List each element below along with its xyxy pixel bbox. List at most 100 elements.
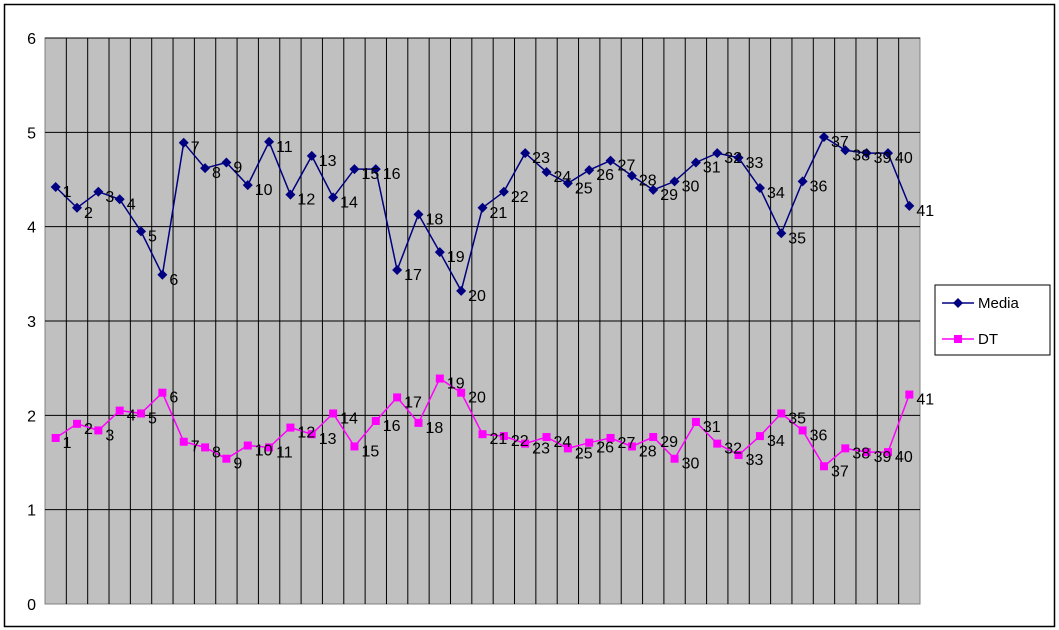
data-point-dt (585, 438, 594, 447)
data-label-media: 41 (916, 203, 934, 220)
data-point-media (200, 163, 211, 174)
data-point-media (93, 186, 104, 197)
data-point-dt (563, 444, 572, 453)
data-point-dt (329, 409, 338, 418)
data-point-media (690, 157, 701, 168)
data-label-media: 40 (895, 150, 913, 167)
data-point-dt (606, 433, 615, 442)
data-label-dt: 5 (148, 410, 157, 427)
data-point-dt (627, 442, 636, 451)
data-point-media (562, 178, 573, 189)
data-point-media (72, 202, 83, 213)
data-point-media (541, 166, 552, 177)
data-point-media (733, 152, 744, 163)
data-label-media: 18 (425, 211, 443, 228)
data-label-media: 29 (660, 187, 678, 204)
data-label-media: 27 (618, 158, 636, 175)
data-point-dt (307, 430, 316, 439)
data-label-dt: 6 (169, 390, 178, 407)
data-point-dt (265, 443, 274, 452)
data-label-media: 35 (788, 230, 806, 247)
y-tick-label: 3 (27, 314, 36, 331)
legend-label-dt: DT (978, 331, 998, 348)
data-point-media (605, 155, 616, 166)
data-point-dt (542, 433, 551, 442)
data-point-dt (713, 439, 722, 448)
data-label-media: 9 (233, 160, 242, 177)
data-point-dt (73, 419, 82, 428)
data-label-dt: 16 (383, 418, 401, 435)
data-point-media (50, 182, 61, 193)
data-point-media (754, 182, 765, 193)
data-label-dt: 40 (895, 449, 913, 466)
data-point-dt (499, 432, 508, 441)
data-point-media (392, 265, 403, 276)
data-label-media: 23 (532, 150, 550, 167)
data-label-media: 22 (511, 189, 529, 206)
data-point-media (157, 269, 168, 280)
data-point-dt (393, 393, 402, 402)
data-label-dt: 22 (511, 433, 529, 450)
data-point-dt (819, 462, 828, 471)
data-label-media: 17 (404, 267, 422, 284)
data-label-dt: 38 (852, 445, 870, 462)
data-point-dt (115, 406, 124, 415)
data-label-media: 26 (596, 167, 614, 184)
data-label-dt: 10 (255, 443, 273, 460)
data-label-media: 31 (703, 160, 721, 177)
data-label-media: 7 (191, 140, 200, 157)
data-point-media (328, 192, 339, 203)
data-point-media (520, 148, 531, 159)
data-point-dt (201, 443, 210, 452)
data-point-dt (243, 441, 252, 450)
data-point-dt (798, 426, 807, 435)
data-point-dt (670, 454, 679, 463)
data-point-media (712, 148, 723, 159)
data-label-dt: 27 (618, 435, 636, 452)
data-label-dt: 28 (639, 443, 657, 460)
data-label-dt: 25 (575, 445, 593, 462)
data-point-media (882, 148, 893, 159)
data-label-media: 1 (63, 184, 72, 201)
data-point-dt (478, 430, 487, 439)
data-label-media: 24 (554, 169, 572, 186)
data-point-media (818, 132, 829, 143)
data-point-dt (841, 444, 850, 453)
legend-label-media: Media (978, 295, 1020, 312)
legend-box (934, 284, 1051, 356)
data-label-dt: 37 (831, 463, 849, 480)
data-point-dt (94, 426, 103, 435)
data-label-dt: 14 (340, 410, 358, 427)
data-label-dt: 29 (660, 434, 678, 451)
data-label-dt: 41 (916, 392, 934, 409)
data-point-media (114, 194, 125, 205)
data-point-media (370, 164, 381, 175)
data-point-dt (222, 454, 231, 463)
data-point-dt (137, 409, 146, 418)
data-label-dt: 35 (788, 410, 806, 427)
data-label-media: 6 (169, 272, 178, 289)
data-point-dt (521, 439, 530, 448)
gridlines (45, 37, 920, 604)
data-point-media (648, 184, 659, 195)
data-label-media: 21 (490, 205, 508, 222)
data-label-media: 38 (852, 147, 870, 164)
data-point-media (477, 202, 488, 213)
data-label-dt: 18 (425, 420, 443, 437)
data-point-media (434, 247, 445, 258)
data-label-dt: 19 (447, 376, 465, 393)
data-point-media (136, 226, 147, 237)
y-tick-label: 6 (27, 31, 36, 48)
data-label-media: 19 (447, 249, 465, 266)
data-label-dt: 3 (105, 427, 114, 444)
data-label-dt: 33 (746, 452, 764, 469)
y-tick-label: 0 (27, 597, 36, 614)
data-label-dt: 26 (596, 440, 614, 457)
data-point-dt (649, 433, 658, 442)
data-point-media (626, 170, 637, 181)
data-point-media (306, 150, 317, 161)
data-point-dt (435, 374, 444, 383)
data-point-media (413, 209, 424, 220)
data-label-dt: 30 (682, 456, 700, 473)
data-point-media (242, 180, 253, 191)
